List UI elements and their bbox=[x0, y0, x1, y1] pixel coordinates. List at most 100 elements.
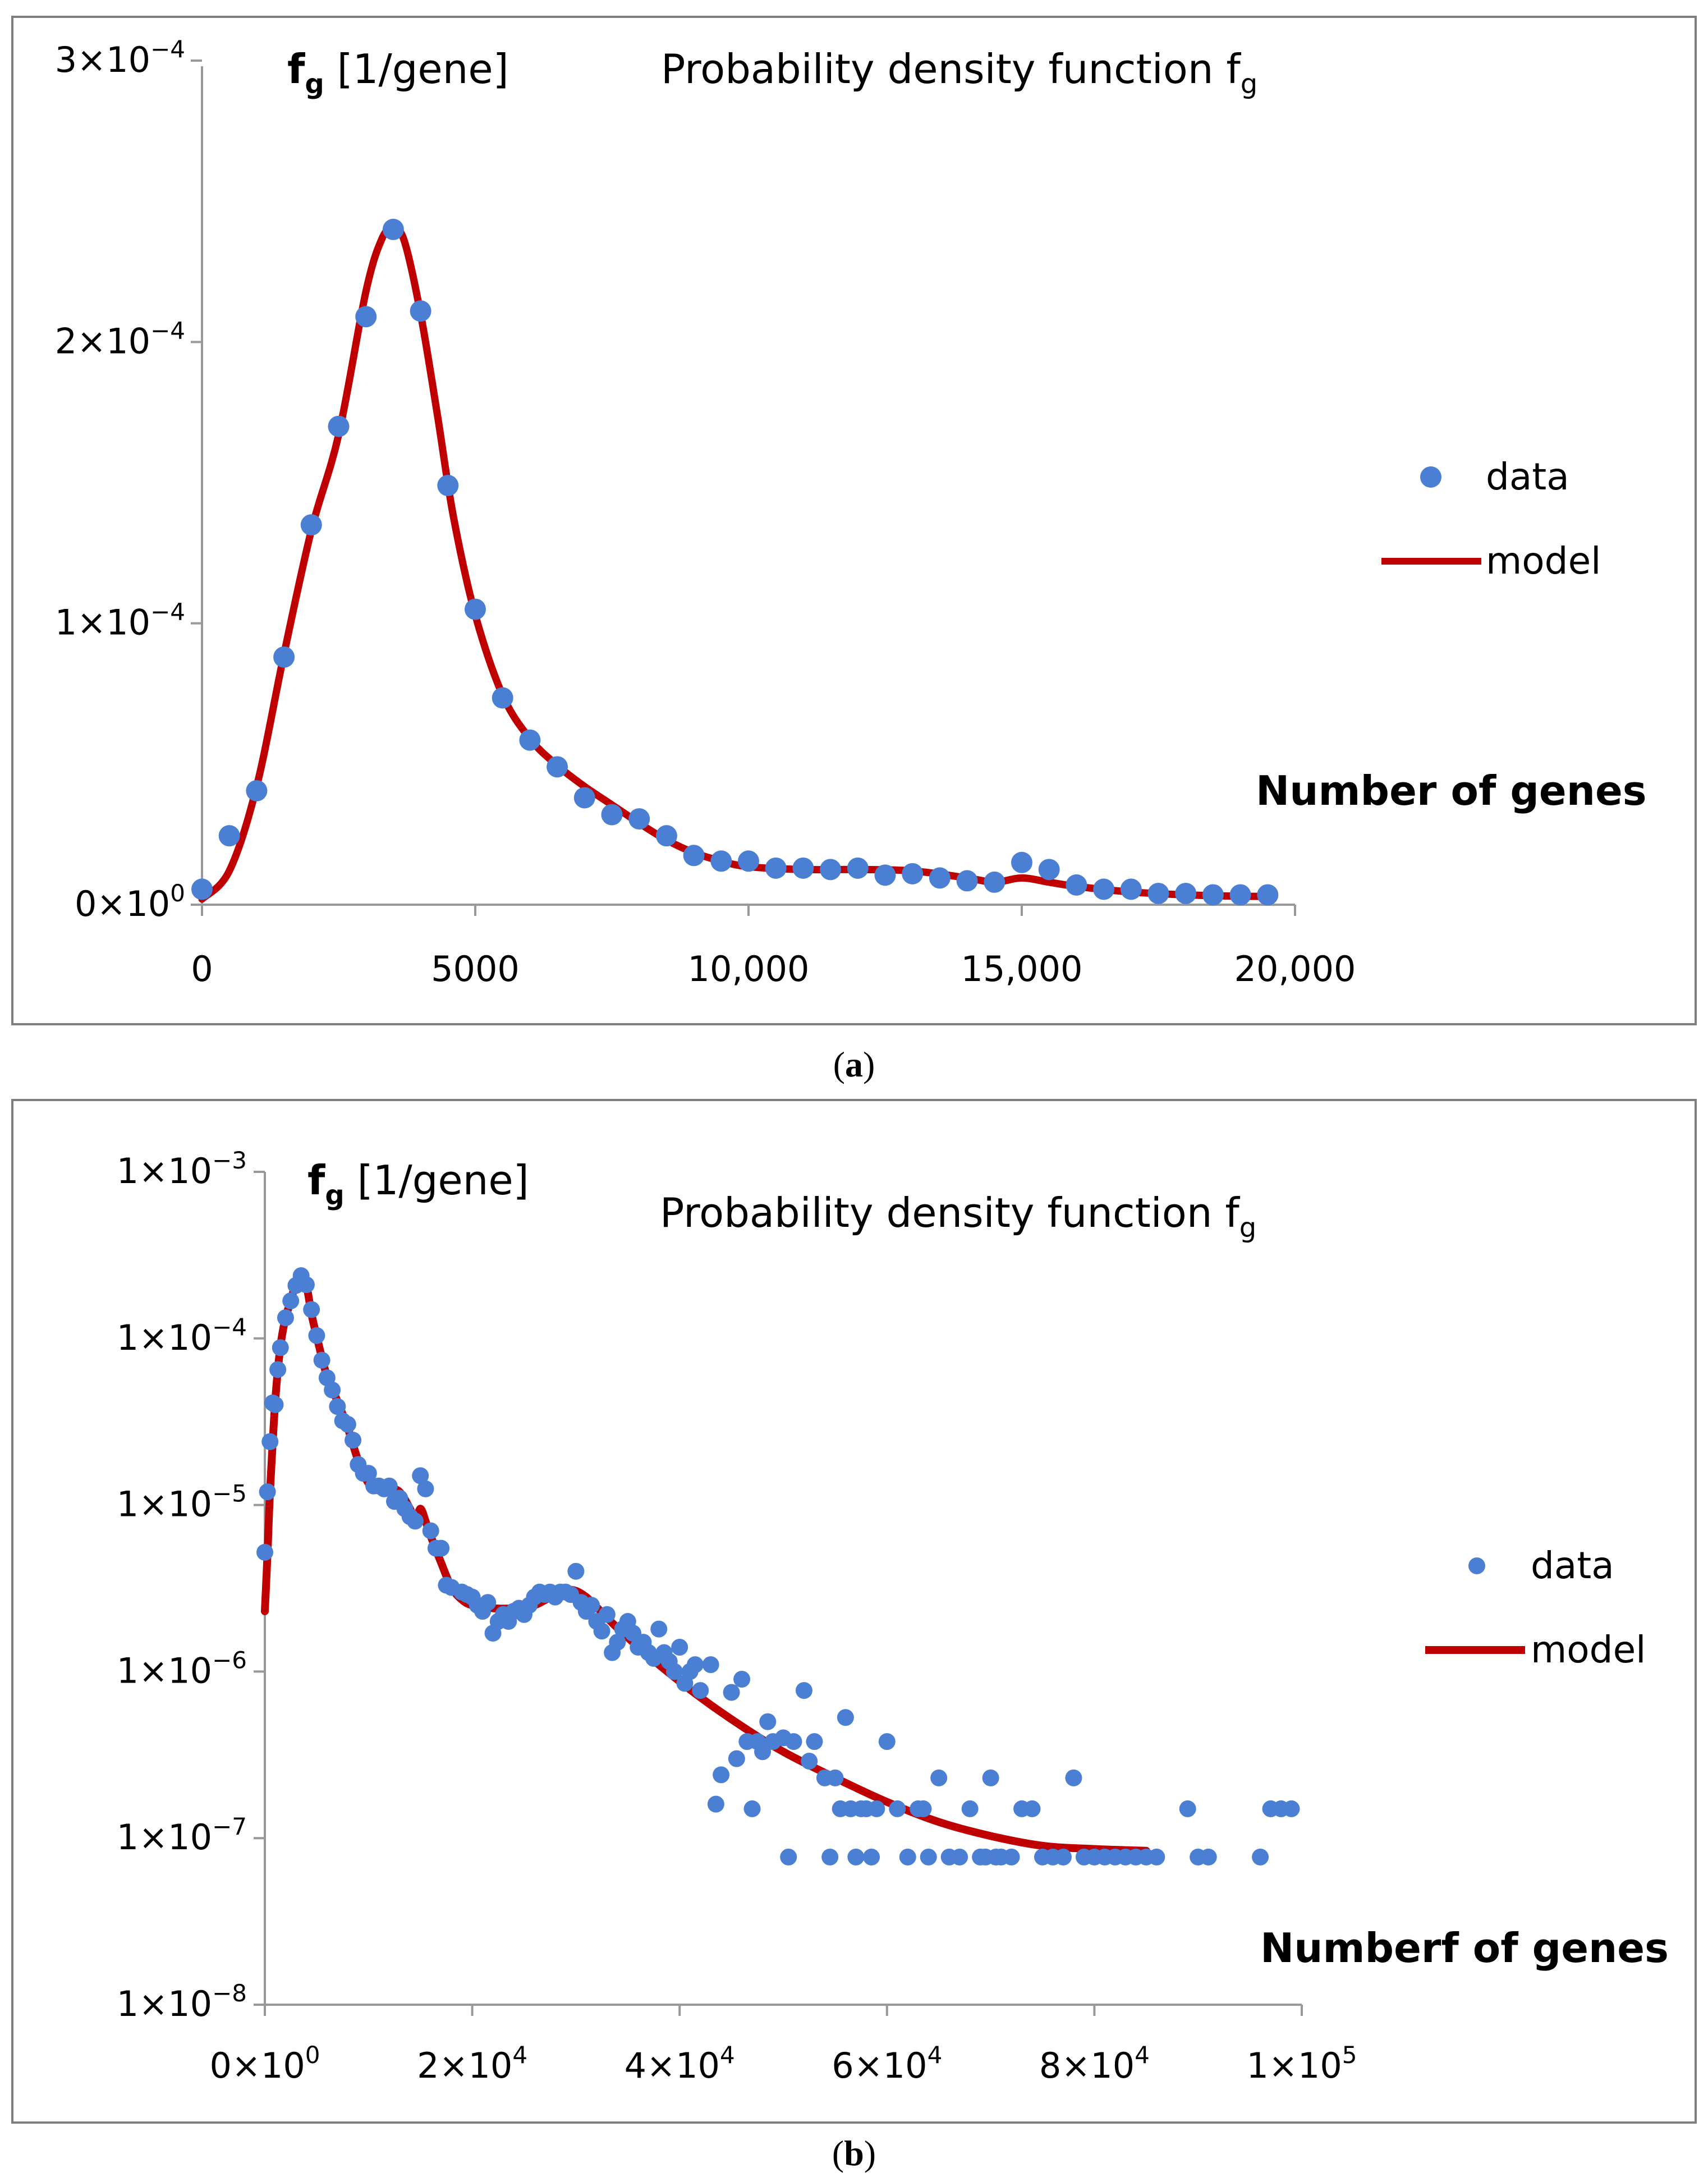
panel-a-data-point bbox=[765, 857, 787, 879]
panel-b-x-tick-label: 4×104 bbox=[625, 2041, 735, 2086]
panel-a-data-point bbox=[191, 878, 213, 900]
panel-b-x-tick-label: 6×104 bbox=[832, 2041, 942, 2086]
panel-b-data-point bbox=[868, 1800, 885, 1817]
panel-b-data-point bbox=[795, 1682, 812, 1699]
panel-b-data-point bbox=[345, 1432, 362, 1449]
panel-b-data-point bbox=[267, 1396, 284, 1413]
panel-b-data-point bbox=[821, 1848, 839, 1866]
panel-a-data-point bbox=[246, 780, 268, 801]
panel-a-data-point bbox=[929, 867, 951, 889]
panel-a-data-point bbox=[218, 825, 240, 847]
panel-a-xlabel: Number of genes bbox=[1256, 767, 1647, 814]
panel-a-title: Probability density function fg bbox=[661, 45, 1257, 100]
panel-b-data-point bbox=[598, 1606, 616, 1623]
panel-b-ylabel: fg [1/gene] bbox=[307, 1157, 529, 1211]
panel-b-data-point bbox=[920, 1848, 937, 1866]
panel-b-data-point bbox=[339, 1415, 356, 1433]
panel-b-y-tick-label: 1×10−5 bbox=[117, 1480, 247, 1525]
panel-b-legend-model-label: model bbox=[1531, 1628, 1646, 1671]
panel-b-data-point bbox=[878, 1733, 896, 1750]
panel-b-data-point bbox=[1200, 1848, 1217, 1866]
panel-a-data-point bbox=[1093, 878, 1115, 900]
panel-b-data-point bbox=[665, 1663, 683, 1680]
panel-a-data-points bbox=[191, 218, 1279, 906]
panel-b-data-point bbox=[282, 1292, 300, 1309]
panel-b-y-ticks: 1×10−8 1×10−7 1×10−6 1×10−5 1×10−4 1×10−3 bbox=[117, 1147, 265, 2024]
panel-b-data-point bbox=[702, 1656, 719, 1674]
panel-b-data-point bbox=[412, 1467, 429, 1484]
panel-a-x-ticks: 0 5000 10,000 15,000 20,000 bbox=[191, 905, 1356, 989]
panel-b-data-point bbox=[1054, 1848, 1072, 1866]
panel-b-data-point bbox=[297, 1276, 315, 1294]
panel-a-x-tick-label: 5000 bbox=[431, 948, 520, 989]
panel-a-data-point bbox=[273, 646, 295, 668]
panel-b-data-point bbox=[593, 1623, 610, 1640]
panel-a-data-point bbox=[382, 218, 404, 240]
panel-b-frame bbox=[11, 1099, 1697, 2124]
panel-a-data-point bbox=[465, 598, 486, 620]
panel-b-data-point bbox=[1179, 1800, 1196, 1817]
panel-b-data-point bbox=[360, 1465, 377, 1482]
panel-a-data-point bbox=[1120, 878, 1142, 900]
panel-a-ylabel: fg [1/gene] bbox=[287, 45, 509, 100]
panel-a-data-point bbox=[1038, 859, 1060, 881]
panel-a-frame bbox=[11, 16, 1697, 1025]
panel-a-data-point bbox=[601, 804, 623, 826]
panel-b-data-point bbox=[754, 1743, 772, 1761]
panel-b-data-point bbox=[723, 1684, 740, 1701]
panel-a-data-point bbox=[410, 300, 431, 322]
panel-b-data-point bbox=[1065, 1769, 1082, 1786]
panel-b-data-point bbox=[417, 1480, 434, 1497]
panel-b-data-point bbox=[713, 1766, 730, 1784]
panel-b-y-tick-label: 1×10−4 bbox=[117, 1313, 247, 1358]
panel-a-data-point bbox=[1066, 874, 1087, 896]
panel-a-data-point bbox=[820, 859, 842, 881]
panel-b-x-tick-label: 8×104 bbox=[1039, 2041, 1150, 2086]
panel-b-data-point bbox=[1003, 1848, 1020, 1866]
panel-b-data-point bbox=[259, 1483, 276, 1501]
panel-b-data-point bbox=[759, 1713, 777, 1730]
panel-b-data-point bbox=[743, 1800, 761, 1817]
panel-a-data-point bbox=[492, 687, 513, 709]
panel-a-data-point bbox=[874, 864, 896, 886]
panel-b-data-point bbox=[801, 1752, 818, 1770]
panel-a-data-point bbox=[355, 306, 377, 328]
panel-b-data-point bbox=[324, 1381, 341, 1399]
panel-b-data-point bbox=[1023, 1800, 1041, 1817]
panel-b-legend-data-marker bbox=[1468, 1557, 1485, 1574]
panel-b-data-point bbox=[269, 1361, 287, 1378]
panel-b-data-point bbox=[780, 1848, 797, 1866]
panel-b-data-point bbox=[303, 1301, 320, 1318]
panel-b-caption: (b) bbox=[832, 2133, 876, 2173]
panel-b-data-point bbox=[1148, 1848, 1165, 1866]
panel-b-data-point bbox=[847, 1848, 865, 1866]
panel-a-legend-model-label: model bbox=[1486, 539, 1601, 583]
panel-b-data-point bbox=[650, 1620, 668, 1638]
panel-a-y-tick-label: 1×10−4 bbox=[55, 598, 185, 643]
panel-b-data-point bbox=[889, 1800, 906, 1817]
panel-a-x-tick-label: 15,000 bbox=[961, 948, 1083, 989]
panel-b-data-point bbox=[1252, 1848, 1269, 1866]
panel-a-data-point bbox=[1229, 884, 1251, 906]
panel-b-data-point bbox=[313, 1351, 330, 1369]
panel-a-data-point bbox=[710, 850, 732, 872]
panel-a-legend-data-label: data bbox=[1486, 455, 1569, 498]
panel-b-data-point bbox=[863, 1848, 880, 1866]
panel-a-legend-data-marker bbox=[1420, 466, 1441, 488]
panel-b-data-point bbox=[261, 1433, 279, 1450]
panel-a-x-tick-label: 0 bbox=[191, 948, 213, 989]
panel-a-data-point bbox=[1202, 884, 1224, 906]
panel-a-data-point bbox=[1175, 882, 1197, 904]
panel-b-data-point bbox=[899, 1848, 916, 1866]
panel-b-data-point bbox=[479, 1594, 497, 1611]
panel-b-data-point bbox=[951, 1848, 968, 1866]
panel-b-data-point bbox=[567, 1562, 585, 1580]
panel-a-chart: 0×100 1×10−4 2×10−4 3×10−4 0 5000 10,000 15,00… bbox=[11, 16, 1697, 1025]
panel-a-data-point bbox=[902, 863, 924, 884]
panel-b-data-point bbox=[406, 1513, 424, 1530]
panel-b-title: Probability density function fg bbox=[660, 1189, 1256, 1244]
panel-b-data-point bbox=[686, 1656, 704, 1674]
panel-b-data-point bbox=[827, 1769, 844, 1786]
panel-b-data-point bbox=[308, 1327, 325, 1344]
